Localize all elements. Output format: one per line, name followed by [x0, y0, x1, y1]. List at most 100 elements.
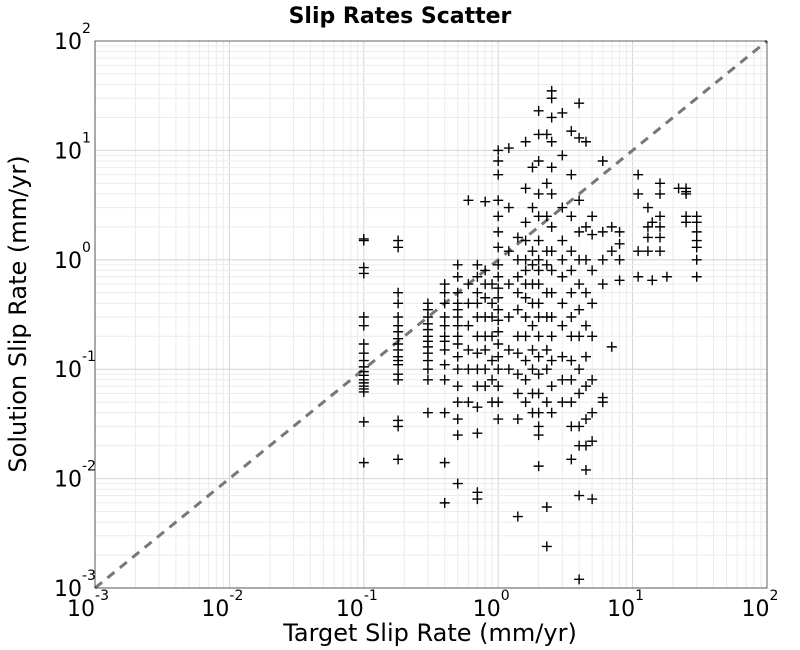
- data-point: [566, 246, 577, 257]
- data-point: [452, 271, 463, 282]
- data-point: [541, 129, 552, 140]
- data-point: [493, 414, 504, 425]
- data-point: [527, 259, 538, 270]
- data-point: [393, 454, 404, 465]
- data-point: [493, 169, 504, 180]
- data-point: [557, 374, 568, 385]
- data-point: [580, 287, 591, 298]
- data-point: [472, 428, 483, 439]
- data-point: [439, 407, 450, 418]
- data-point: [655, 232, 666, 243]
- data-point: [439, 287, 450, 298]
- data-point: [691, 217, 702, 228]
- data-point: [493, 271, 504, 282]
- data-point: [574, 195, 585, 206]
- data-point: [487, 374, 498, 385]
- data-point: [480, 265, 491, 276]
- data-point: [546, 287, 557, 298]
- data-point: [422, 374, 433, 385]
- data-point: [587, 494, 598, 505]
- data-point: [472, 271, 483, 282]
- data-point: [503, 312, 514, 323]
- x-axis-label: Target Slip Rate (mm/yr): [282, 619, 577, 647]
- data-point: [503, 143, 514, 154]
- data-point: [557, 150, 568, 161]
- data-point: [541, 344, 552, 355]
- data-point: [533, 279, 544, 290]
- data-point: [503, 246, 514, 257]
- data-point: [393, 421, 404, 432]
- data-point: [574, 304, 585, 315]
- x-tick-label: 10-1: [336, 588, 378, 622]
- data-point: [452, 351, 463, 362]
- data-point: [587, 229, 598, 240]
- data-point: [580, 414, 591, 425]
- data-point: [614, 238, 625, 249]
- data-point: [647, 217, 658, 228]
- data-point: [487, 312, 498, 323]
- plot-frame: [94, 40, 768, 589]
- data-point: [557, 320, 568, 331]
- data-point: [493, 381, 504, 392]
- x-tick-label: 10-3: [67, 588, 109, 622]
- data-point: [393, 242, 404, 253]
- data-point: [541, 502, 552, 513]
- data-point: [574, 226, 585, 237]
- data-point: [533, 407, 544, 418]
- data-point: [597, 156, 608, 167]
- data-point: [493, 211, 504, 222]
- data-point: [487, 298, 498, 309]
- data-point: [452, 338, 463, 349]
- data-point: [587, 298, 598, 309]
- data-point: [655, 178, 666, 189]
- data-point: [358, 235, 369, 246]
- data-point: [557, 235, 568, 246]
- data-point: [493, 242, 504, 253]
- data-point: [557, 351, 568, 362]
- data-point: [587, 265, 598, 276]
- data-point: [574, 490, 585, 501]
- data-point: [493, 156, 504, 167]
- data-point: [493, 364, 504, 375]
- data-point: [439, 374, 450, 385]
- data-point: [472, 494, 483, 505]
- data-point: [493, 304, 504, 315]
- data-point: [533, 105, 544, 116]
- data-point: [533, 254, 544, 265]
- data-point: [422, 407, 433, 418]
- data-point: [527, 364, 538, 375]
- data-point: [493, 338, 504, 349]
- data-point: [393, 359, 404, 370]
- data-point: [533, 430, 544, 441]
- y-tick-label: 10-3: [54, 568, 96, 602]
- data-point: [463, 397, 474, 408]
- data-point: [533, 156, 544, 167]
- data-point: [520, 217, 531, 228]
- data-point: [597, 279, 608, 290]
- data-point: [358, 320, 369, 331]
- data-point: [597, 226, 608, 237]
- data-point: [614, 275, 625, 286]
- data-point: [503, 202, 514, 213]
- data-point: [546, 188, 557, 199]
- data-point: [580, 381, 591, 392]
- x-tick-label: 102: [742, 588, 779, 622]
- data-point: [527, 344, 538, 355]
- data-point: [472, 402, 483, 413]
- data-point: [557, 107, 568, 118]
- data-point: [358, 268, 369, 279]
- data-point: [557, 298, 568, 309]
- data-point: [463, 364, 474, 375]
- data-point: [452, 397, 463, 408]
- data-point: [487, 355, 498, 366]
- data-point: [681, 188, 692, 199]
- data-point: [520, 254, 531, 265]
- data-point: [566, 169, 577, 180]
- data-point: [566, 211, 577, 222]
- data-point: [541, 259, 552, 270]
- data-point: [358, 386, 369, 397]
- data-point: [520, 183, 531, 194]
- data-point: [533, 388, 544, 399]
- data-point: [487, 279, 498, 290]
- data-point: [533, 421, 544, 432]
